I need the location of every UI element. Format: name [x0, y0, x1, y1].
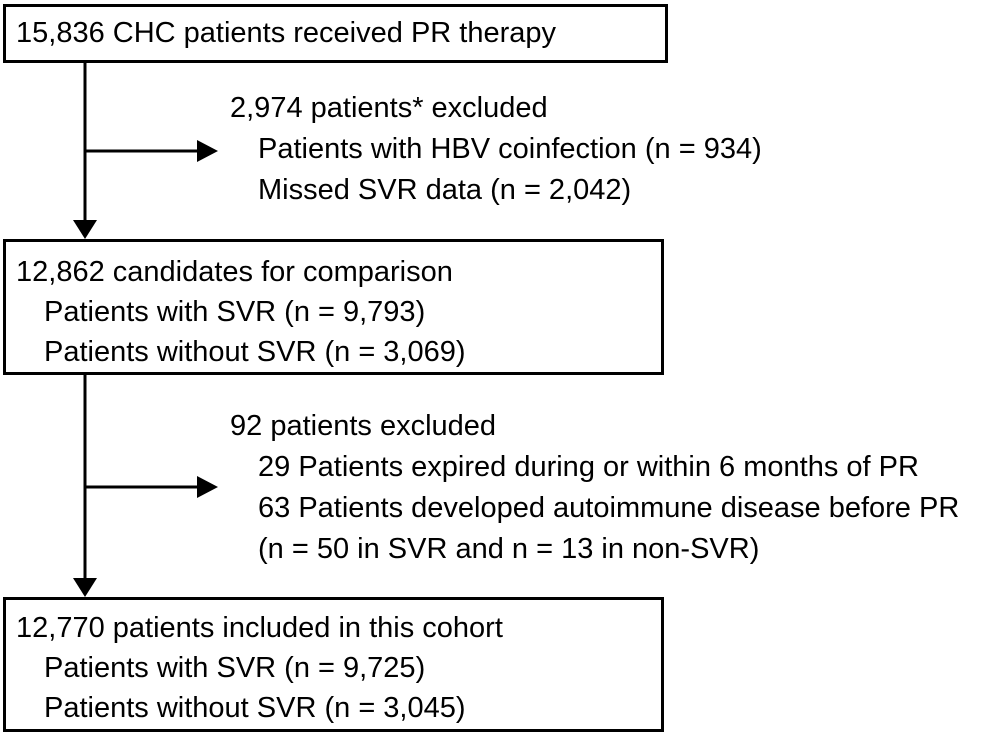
box3-line: Patients without SVR (n = 3,045)	[44, 692, 466, 724]
exclusion-note-1: 2,974 patients* excluded Patients with H…	[230, 88, 762, 211]
box2-line: Patients with SVR (n = 9,793)	[44, 296, 426, 328]
exclusion2-header: 92 patients excluded	[230, 410, 497, 442]
exclusion1-line: Patients with HBV coinfection (n = 934)	[258, 133, 762, 165]
box2-title: 12,862 candidates for comparison	[16, 256, 453, 288]
box-candidates-for-comparison: 12,862 candidates for comparison Patient…	[3, 239, 664, 375]
exclusion1-header: 2,974 patients* excluded	[230, 92, 548, 124]
exclusion2-line: 63 Patients developed autoimmune disease…	[258, 492, 960, 524]
arrowhead-right-exclusion-1	[197, 140, 218, 162]
box3-title: 12,770 patients included in this cohort	[16, 612, 503, 644]
box-received-pr-therapy: 15,836 CHC patients received PR therapy	[3, 4, 668, 63]
exclusion2-line: 29 Patients expired during or within 6 m…	[258, 451, 919, 483]
exclusion-note-2: 92 patients excluded 29 Patients expired…	[230, 406, 959, 570]
box1-title: 15,836 CHC patients received PR therapy	[16, 17, 557, 49]
arrowhead-right-exclusion-2	[197, 476, 218, 498]
exclusion1-line: Missed SVR data (n = 2,042)	[258, 174, 632, 206]
exclusion2-line: (n = 50 in SVR and n = 13 in non-SVR)	[258, 533, 760, 565]
box-included-in-cohort: 12,770 patients included in this cohort …	[3, 597, 664, 732]
arrowhead-down-box2	[73, 220, 97, 239]
arrowhead-down-box3	[73, 578, 97, 597]
box3-line: Patients with SVR (n = 9,725)	[44, 652, 426, 684]
box2-line: Patients without SVR (n = 3,069)	[44, 336, 466, 368]
